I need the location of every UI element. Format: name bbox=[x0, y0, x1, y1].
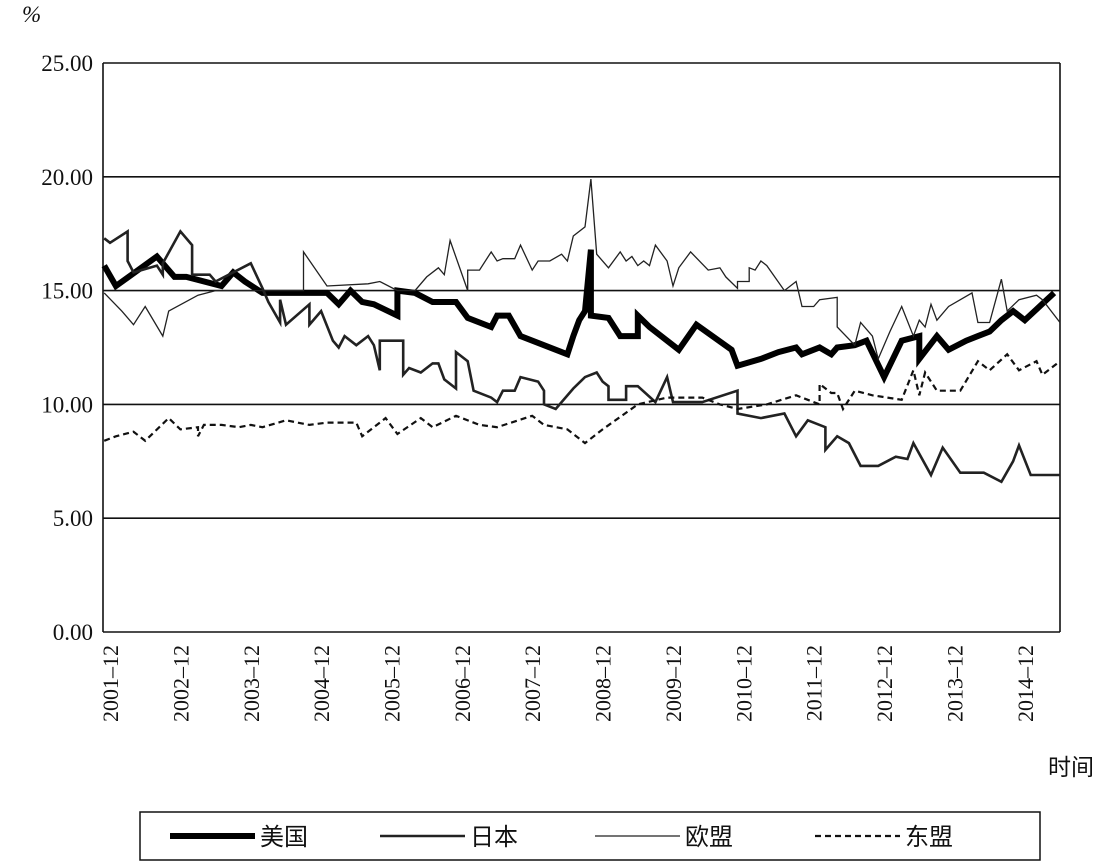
series-line-dashed bbox=[103, 352, 1061, 445]
legend-label: 欧盟 bbox=[685, 824, 733, 851]
x-tick-label: 2011–12 bbox=[802, 645, 827, 721]
y-axis-label: % bbox=[22, 2, 41, 27]
x-tick-label: 2012–12 bbox=[872, 645, 897, 722]
x-tick-label: 2004–12 bbox=[309, 645, 334, 722]
legend-label: 美国 bbox=[260, 824, 308, 851]
y-tick-label: 10.00 bbox=[41, 392, 93, 417]
x-tick-label: 2005–12 bbox=[380, 645, 405, 722]
series-line-medium bbox=[103, 229, 1060, 484]
series-line-thick bbox=[101, 249, 1057, 384]
y-tick-labels: 0.00 5.00 10.00 15.00 20.00 25.00 bbox=[41, 51, 93, 645]
legend: 美国 日本 欧盟 东盟 bbox=[139, 811, 1041, 861]
x-tick-label: 2014–12 bbox=[1013, 645, 1038, 722]
y-tick-label: 0.00 bbox=[53, 620, 93, 645]
legend-label: 东盟 bbox=[905, 824, 953, 851]
x-tick-label: 2003–12 bbox=[239, 645, 264, 722]
y-tick-label: 20.00 bbox=[41, 165, 93, 190]
x-tick-label: 2010–12 bbox=[731, 645, 756, 722]
x-tick-label: 2006–12 bbox=[450, 645, 475, 722]
series-line-thin bbox=[103, 179, 1061, 361]
x-tick-label: 2007–12 bbox=[520, 645, 545, 722]
x-tick-labels: 2001–12 2002–12 2003–12 2004–12 2005–12 2006–… bbox=[98, 645, 1038, 722]
series-lines bbox=[101, 179, 1061, 484]
x-tick-label: 2002–12 bbox=[168, 645, 193, 722]
legend-label: 日本 bbox=[470, 824, 518, 851]
legend-box bbox=[139, 811, 1041, 861]
y-tick-label: 15.00 bbox=[41, 279, 93, 304]
x-tick-label: 2013–12 bbox=[942, 645, 967, 722]
x-axis-label: 时间 bbox=[1048, 755, 1094, 780]
x-tick-label: 2009–12 bbox=[661, 645, 686, 722]
y-tick-label: 5.00 bbox=[53, 506, 93, 531]
y-tick-label: 25.00 bbox=[41, 51, 93, 76]
x-tick-label: 2001–12 bbox=[98, 645, 123, 722]
x-tick-label: 2008–12 bbox=[591, 645, 616, 722]
